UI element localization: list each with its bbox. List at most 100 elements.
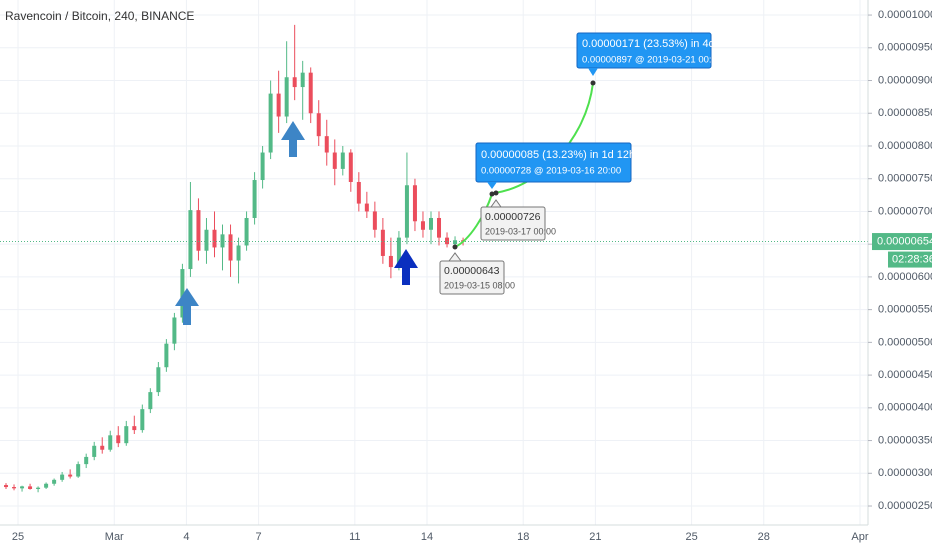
candle-body — [180, 269, 185, 318]
candle-body — [212, 229, 217, 248]
x-tick-label: 28 — [758, 531, 770, 543]
y-tick-label: 0.00000900 — [878, 74, 932, 86]
grid — [0, 0, 868, 525]
last-price-tag — [872, 233, 932, 251]
candle-body — [164, 343, 169, 368]
candle-body — [292, 77, 297, 88]
callout-text: 0.00000171 (23.53%) in 4d — [582, 38, 715, 50]
candle-body — [156, 367, 161, 393]
x-tick-label: Apr — [851, 531, 868, 543]
candle-body — [236, 245, 241, 261]
x-tick-label: 7 — [256, 531, 262, 543]
callout: 0.00000171 (23.53%) in 4d 0.00000897 @ 2… — [576, 32, 722, 76]
x-tick-label: 14 — [421, 531, 433, 543]
candle-body — [68, 474, 73, 477]
y-tick-label: 0.00000800 — [878, 140, 932, 152]
callout-detail: 0.00000897 @ 2019-03-21 00:00 — [582, 55, 722, 66]
candle-body — [132, 426, 137, 431]
y-tick-label: 0.00000850 — [878, 107, 932, 119]
y-tick-label: 0.00000600 — [878, 271, 932, 283]
candle-body — [108, 435, 113, 450]
y-tick-label: 0.00000500 — [878, 336, 932, 348]
axes: 0.00001000 0.00000950 0.00000900 0.00000850… — [12, 9, 932, 543]
y-tick-label: 0.00001000 — [878, 9, 932, 21]
candle-body — [428, 217, 433, 230]
candle-body — [396, 237, 401, 268]
candle-body — [124, 426, 129, 444]
candle-body — [412, 185, 417, 222]
y-tick-label: 0.00000250 — [878, 500, 932, 512]
candle-body — [204, 229, 209, 251]
candle-body — [220, 234, 225, 248]
candle-body — [388, 255, 393, 268]
callout-text: 0.00000643 — [444, 265, 500, 277]
candle-body — [252, 180, 257, 218]
arrow — [281, 121, 305, 157]
candle-body — [276, 93, 281, 117]
candle-body — [4, 485, 9, 488]
countdown-label: 02:28:36 — [892, 253, 932, 265]
candles — [0, 24, 868, 493]
x-tick-label: 25 — [685, 531, 697, 543]
callout-detail: 2019-03-15 08:00 — [444, 280, 515, 290]
candle-body — [228, 234, 233, 261]
candle-body — [52, 479, 57, 484]
y-tick-label: 0.00000750 — [878, 173, 932, 185]
candle-body — [308, 72, 313, 114]
callout-text: 0.00000726 — [485, 211, 541, 223]
candle-body — [356, 181, 361, 204]
candle-body — [148, 392, 153, 410]
candle-body — [44, 483, 49, 488]
y-tick-label: 0.00000350 — [878, 434, 932, 446]
candle-body — [172, 317, 177, 344]
y-tick-label: 0.00000550 — [878, 304, 932, 316]
chart-title: Ravencoin / Bitcoin, 240, BINANCE — [5, 9, 194, 23]
x-tick-label: 18 — [517, 531, 529, 543]
x-tick-label: 21 — [589, 531, 601, 543]
candle-body — [300, 72, 305, 88]
candle-body — [76, 464, 81, 477]
arrow — [394, 249, 418, 285]
callout-detail: 2019-03-17 00:00 — [485, 226, 556, 236]
callout-detail: 0.00000728 @ 2019-03-16 20:00 — [481, 166, 621, 177]
x-tick-label: 4 — [183, 531, 189, 543]
candle-body — [268, 93, 273, 153]
y-tick-label: 0.00000400 — [878, 402, 932, 414]
candle-body — [140, 409, 145, 431]
anchor-point — [493, 190, 499, 196]
candle-body — [372, 211, 377, 230]
callout: 0.00000085 (13.23%) in 1d 12h 0.00000728… — [475, 142, 635, 189]
candle-body — [20, 486, 25, 489]
candle-body — [437, 217, 442, 238]
candle-body — [453, 240, 458, 245]
candle-body — [404, 185, 409, 238]
arrow — [175, 288, 199, 325]
candle-body — [380, 229, 385, 256]
x-tick-label: 11 — [349, 531, 360, 543]
candle-body — [92, 445, 97, 457]
candle-body — [445, 237, 450, 245]
y-tick-label: 0.00000450 — [878, 369, 932, 381]
x-tick-label: 25 — [12, 531, 24, 543]
anchor-point — [590, 80, 596, 86]
candle-body — [244, 217, 249, 246]
y-tick-label: 0.00000700 — [878, 205, 932, 217]
anchor-point — [489, 191, 495, 197]
candle-body — [100, 445, 105, 450]
candle-body — [60, 474, 65, 480]
y-tick-label: 0.00000300 — [878, 467, 932, 479]
y-tick-label: 0.00000950 — [878, 42, 932, 54]
candle-body — [364, 203, 369, 212]
callout: 0.00000643 2019-03-15 08:00 — [439, 252, 515, 295]
candle-body — [84, 456, 89, 465]
candle-body — [36, 487, 41, 489]
candle-body — [340, 152, 345, 169]
last-price-label: 0.00000654 — [877, 235, 932, 247]
anchor-point — [452, 244, 458, 250]
candle-body — [260, 152, 265, 181]
price-tags: 0.00000654 02:28:36 — [872, 233, 932, 268]
callout-text: 0.00000085 (13.23%) in 1d 12h — [481, 149, 635, 161]
candle-body — [196, 210, 201, 251]
x-tick-label: Mar — [105, 531, 124, 543]
